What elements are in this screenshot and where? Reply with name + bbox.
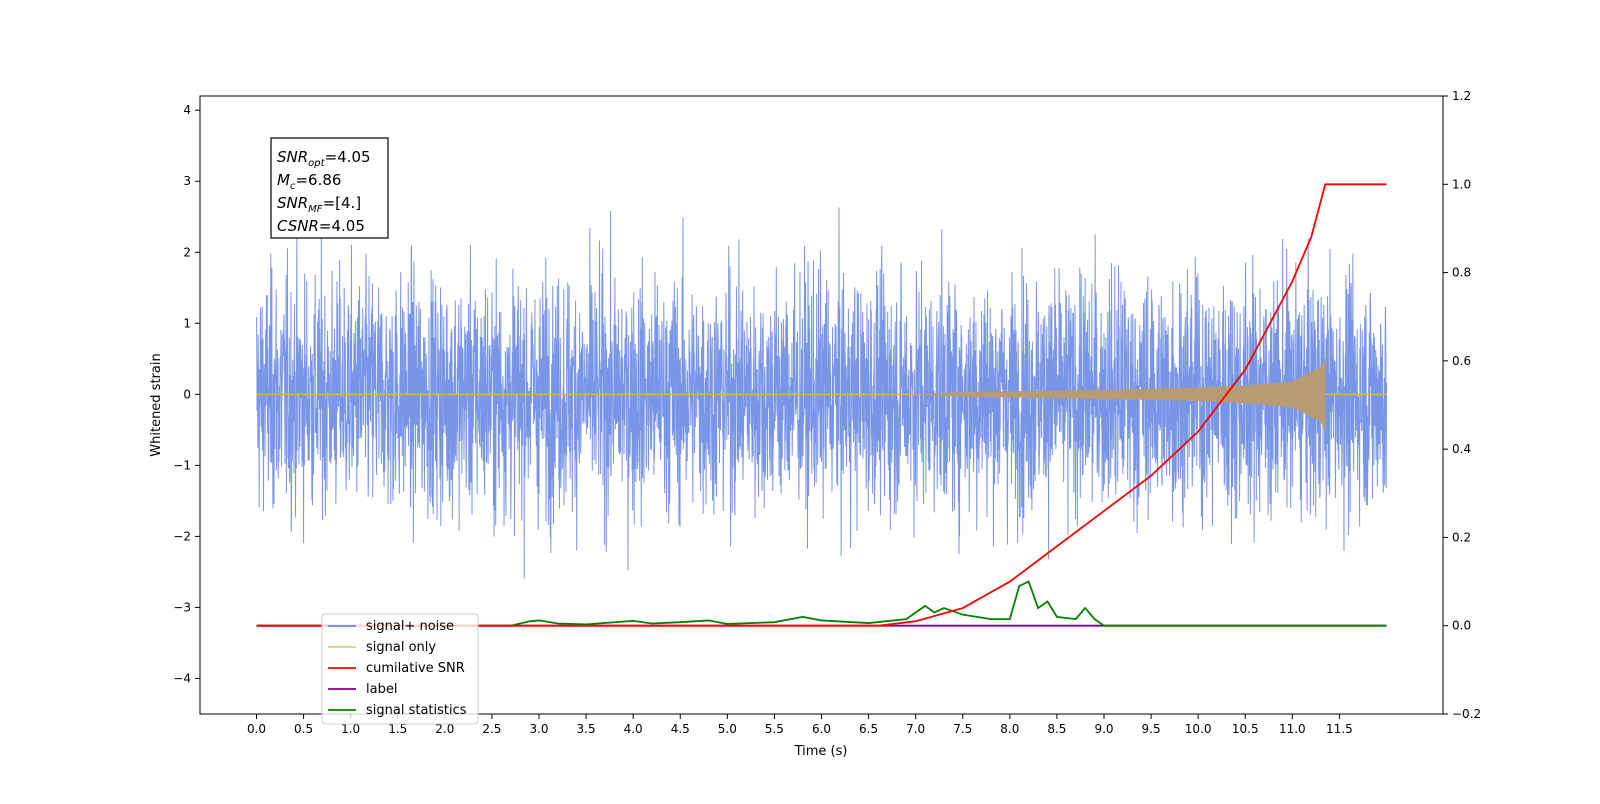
x-tick-label-2: 1.0 [341, 722, 360, 736]
x-tick-label-3: 1.5 [388, 722, 407, 736]
x-tick-label-23: 11.5 [1326, 722, 1353, 736]
series-line-4 [256, 580, 1387, 627]
signal-series [256, 358, 1387, 430]
y-tick-label-6: −2 [173, 529, 191, 543]
y2-tick-label-1: 1.0 [1452, 177, 1471, 191]
annotation-base-2: SNR [277, 194, 308, 212]
annotation-base-0: SNR [277, 148, 308, 166]
x-tick-label-9: 4.5 [671, 722, 690, 736]
y-tick-label-8: −4 [173, 671, 191, 685]
y2-tick-label-5: 0.2 [1452, 530, 1471, 544]
y-tick-label-7: −3 [173, 600, 191, 614]
legend-frame [321, 613, 479, 725]
x-tick-label-16: 8.0 [1000, 722, 1019, 736]
y2-tick-label-4: 0.4 [1452, 442, 1471, 456]
annotation-value-1: =6.86 [295, 171, 341, 189]
y2-tick-label-0: 1.2 [1452, 89, 1471, 103]
noise-series [256, 207, 1387, 579]
y-axis-label: Whitened strain [149, 353, 164, 456]
x-tick-label-19: 9.5 [1142, 722, 1161, 736]
annotation-base-1: M [277, 171, 290, 189]
x-tick-label-12: 6.0 [812, 722, 831, 736]
annotation-value-0: =4.05 [325, 148, 371, 166]
x-tick-label-8: 4.0 [624, 722, 643, 736]
annotation-value-2: =[4.] [323, 194, 362, 212]
x-tick-label-14: 7.0 [906, 722, 925, 736]
legend-label-0: signal+ noise [366, 619, 454, 634]
annotation-box-frame [270, 137, 389, 239]
annotation-base-3: CSNR [277, 217, 319, 235]
series-line-0 [256, 207, 1387, 579]
annotation-line-3: CSNR=4.05 [277, 217, 365, 235]
y2-axis-ticks: 1.2 1.0 0.8 0.6 0.4 0.2 0.0 −0.2 [1443, 89, 1481, 721]
x-tick-label-18: 9.0 [1094, 722, 1113, 736]
series-line-2 [256, 183, 1387, 627]
x-tick-label-17: 8.5 [1047, 722, 1066, 736]
legend: signal+ noise signal only cumilative SNR la… [321, 613, 479, 725]
annotation-value-3: =4.05 [319, 217, 365, 235]
annotation-sub-0: opt [308, 158, 325, 169]
x-tick-label-22: 11.0 [1279, 722, 1306, 736]
signal-chirp [915, 358, 1326, 430]
legend-label-2: cumilative SNR [366, 661, 465, 676]
y2-tick-label-2: 0.8 [1452, 266, 1471, 280]
annotation-line-0: SNRopt=4.05 [277, 148, 371, 169]
y-tick-label-5: −1 [173, 458, 191, 472]
x-tick-label-1: 0.5 [294, 722, 313, 736]
x-tick-label-7: 3.5 [577, 722, 596, 736]
y-axis-ticks: 4 3 2 1 0 −1 −2 −3 −4 [173, 103, 200, 685]
y-tick-label-3: 1 [183, 316, 191, 330]
x-tick-label-21: 10.5 [1232, 722, 1259, 736]
annotation-sub-2: MF [308, 204, 323, 215]
y-tick-label-4: 0 [183, 387, 191, 401]
x-tick-label-10: 5.0 [718, 722, 737, 736]
y2-tick-label-3: 0.6 [1452, 354, 1471, 368]
annotation-sub-1: c [290, 181, 296, 192]
annotation-line-2: SNRMF=[4.] [277, 194, 361, 215]
x-tick-label-5: 2.5 [482, 722, 501, 736]
x-tick-label-6: 3.0 [529, 722, 548, 736]
legend-label-1: signal only [366, 640, 436, 655]
x-axis-label: Time (s) [794, 744, 848, 759]
x-tick-label-20: 10.0 [1185, 722, 1212, 736]
x-tick-label-13: 6.5 [859, 722, 878, 736]
legend-label-3: label [366, 682, 397, 697]
x-tick-label-4: 2.0 [435, 722, 454, 736]
x-tick-label-0: 0.0 [247, 722, 266, 736]
y-tick-label-0: 4 [183, 103, 191, 117]
legend-label-4: signal statistics [366, 703, 467, 718]
annotation-line-1: Mc=6.86 [277, 171, 341, 192]
y-tick-label-2: 2 [183, 245, 191, 259]
x-tick-label-11: 5.5 [765, 722, 784, 736]
y-tick-label-1: 3 [183, 174, 191, 188]
x-axis-ticks: 0.0 0.5 1.0 1.5 2.0 2.5 3.0 3.5 4.0 4.5 5.0 5.5 6.0 6… [247, 714, 1353, 736]
y2-tick-label-7: −0.2 [1452, 707, 1481, 721]
y2-tick-label-6: 0.0 [1452, 619, 1471, 633]
x-tick-label-15: 7.5 [953, 722, 972, 736]
